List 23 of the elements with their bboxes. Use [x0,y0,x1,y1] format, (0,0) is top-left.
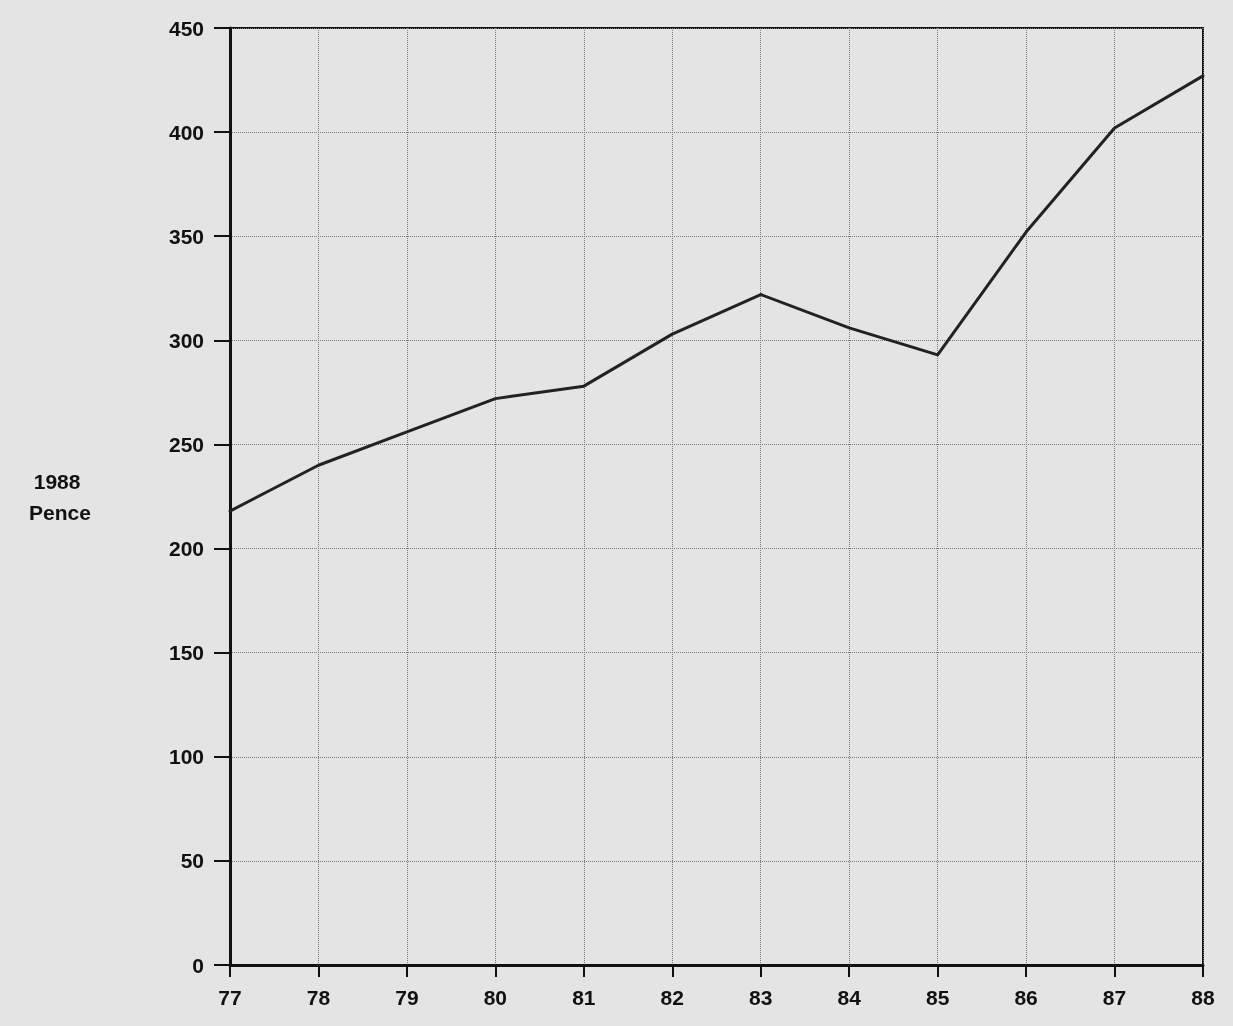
x-tick-label: 77 [218,986,242,1009]
x-tick-label: 81 [572,986,596,1009]
y-axis-title: 1988 Pence [29,469,91,524]
y-tick-label: 250 [168,432,204,456]
x-tick-label: 88 [1191,986,1215,1009]
x-tick-label: 78 [306,986,331,1009]
y-tick-label: 0 [192,953,204,977]
y-tick-label: 400 [168,120,204,144]
y-tick-label: 200 [168,537,204,561]
y-tick-label: 450 [168,16,204,40]
y-tick-label: 100 [168,745,204,769]
y-tick-label: 300 [168,328,204,352]
x-tick-label: 80 [483,986,508,1009]
y-tick-label: 350 [168,224,204,248]
x-tick-label: 87 [1102,986,1127,1009]
x-tick-label: 86 [1014,986,1038,1009]
y-tick-label: 150 [168,641,204,665]
y-tick-label: 50 [180,849,204,873]
x-tick-label: 85 [925,986,950,1009]
x-tick-label: 79 [395,986,419,1009]
x-tick-label: 84 [837,986,862,1009]
x-tick-label: 82 [660,986,684,1009]
x-tick-label: 83 [749,986,773,1009]
